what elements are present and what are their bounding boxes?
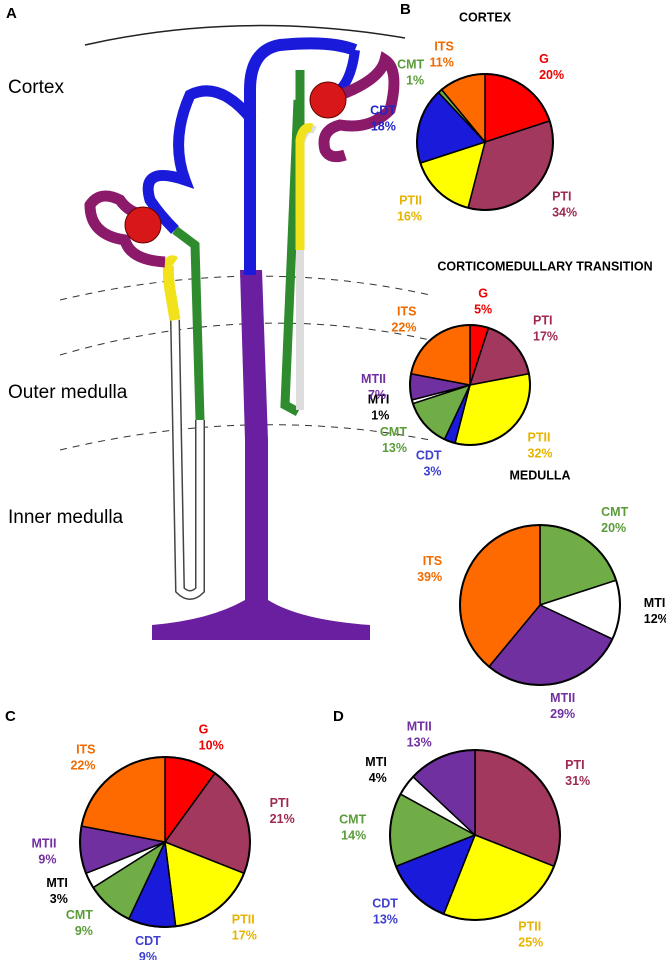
slice-percent: 25% — [518, 935, 543, 949]
slice-name: MTII — [361, 372, 386, 386]
pie-outline — [409, 324, 531, 446]
slice-name: PTII — [518, 919, 541, 933]
slice-percent: 1% — [406, 73, 424, 87]
pie-slice — [410, 324, 471, 386]
slice-name: PTI — [565, 758, 584, 772]
panel-letter: D — [333, 708, 344, 725]
pie-outline — [459, 524, 621, 686]
proximal-convoluted — [318, 51, 400, 163]
region-label: Outer medulla — [8, 382, 128, 403]
pie-outline — [416, 73, 554, 211]
slice-name: G — [478, 286, 488, 300]
slice-percent: 34% — [552, 205, 577, 219]
panel-letter: B — [400, 1, 411, 18]
slice-name: CDT — [416, 448, 442, 462]
slice-name: CDT — [370, 103, 396, 117]
slice-percent: 1% — [371, 409, 389, 423]
slice-name: CMT — [380, 425, 407, 439]
slice-name: PTI — [270, 796, 289, 810]
glomerulus — [124, 206, 162, 244]
slice-percent: 32% — [528, 447, 553, 461]
slice-percent: 17% — [533, 330, 558, 344]
slice-percent: 9% — [139, 950, 157, 960]
slice-percent: 17% — [232, 928, 257, 942]
distal-tubule — [280, 70, 305, 416]
slice-name: MTI — [46, 876, 68, 890]
slice-percent: 11% — [429, 56, 453, 70]
slice-name: CMT — [601, 505, 628, 519]
slice-name: CMT — [339, 812, 366, 826]
slice-percent: 9% — [75, 924, 93, 938]
slice-name: MTI — [644, 596, 666, 610]
pie-title: CORTEX — [459, 10, 512, 24]
slice-name: MTII — [550, 691, 575, 705]
slice-name: PTII — [232, 912, 255, 926]
slice-percent: 21% — [270, 812, 295, 826]
slice-percent: 3% — [423, 464, 441, 478]
slice-name: ITS — [76, 742, 95, 756]
slice-name: CMT — [66, 908, 93, 922]
boundary — [59, 322, 431, 356]
slice-name: ITS — [423, 554, 442, 568]
pie-outline — [79, 756, 251, 928]
pie-title: MEDULLA — [509, 468, 570, 482]
slice-percent: 16% — [397, 209, 422, 223]
collecting-duct — [244, 37, 358, 275]
slice-percent: 7% — [368, 388, 386, 402]
proximal-straight — [162, 255, 181, 321]
slice-name: PTII — [528, 431, 551, 445]
slice-percent: 20% — [539, 68, 564, 82]
slice-percent: 22% — [391, 321, 416, 335]
slice-percent: 31% — [565, 774, 590, 788]
slice-name: ITS — [397, 305, 416, 319]
slice-name: CDT — [372, 896, 398, 910]
region-label: Cortex — [8, 77, 64, 98]
pie-outline — [389, 749, 561, 921]
proximal-convoluted — [84, 190, 166, 268]
slice-percent: 29% — [550, 707, 575, 721]
slice-name: MTI — [365, 755, 387, 769]
slice-name: G — [539, 52, 549, 66]
slice-name: MTII — [407, 719, 432, 733]
slice-name: PTI — [552, 189, 571, 203]
slice-percent: 9% — [38, 853, 56, 867]
slice-name: PTII — [399, 193, 422, 207]
slice-name: PTI — [533, 314, 552, 328]
capsule-line — [84, 24, 406, 46]
slice-percent: 14% — [341, 828, 366, 842]
thin-limb — [171, 319, 204, 599]
region-label: Inner medulla — [8, 507, 124, 528]
slice-name: ITS — [434, 40, 453, 54]
collecting-duct-medulla — [152, 270, 370, 640]
slice-percent: 39% — [417, 570, 442, 584]
slice-percent: 5% — [474, 302, 492, 316]
slice-percent: 12% — [644, 612, 666, 626]
slice-percent: 13% — [382, 441, 407, 455]
connecting-tubule — [142, 85, 257, 234]
slice-percent: 20% — [601, 521, 626, 535]
slice-percent: 22% — [70, 758, 95, 772]
slice-percent: 4% — [369, 771, 387, 785]
proximal-straight — [295, 123, 314, 250]
panel-letter: C — [5, 708, 16, 725]
slice-name: MTI — [368, 393, 390, 407]
slice-percent: 18% — [371, 119, 396, 133]
slice-name: MTII — [31, 837, 56, 851]
glomerulus — [309, 81, 347, 119]
slice-percent: 13% — [407, 735, 432, 749]
slice-percent: 10% — [199, 739, 224, 753]
distal-tubule — [172, 226, 205, 421]
slice-name: CMT — [397, 57, 424, 71]
slice-name: G — [199, 723, 209, 737]
panel-letter: A — [6, 5, 17, 22]
nephron-diagram: Cortex Outer medulla Inner medulla — [8, 24, 431, 640]
slice-percent: 13% — [373, 912, 398, 926]
pie-title: CORTICOMEDULLARY TRANSITION — [437, 259, 652, 273]
slice-name: CDT — [135, 934, 161, 948]
slice-percent: 3% — [50, 892, 68, 906]
